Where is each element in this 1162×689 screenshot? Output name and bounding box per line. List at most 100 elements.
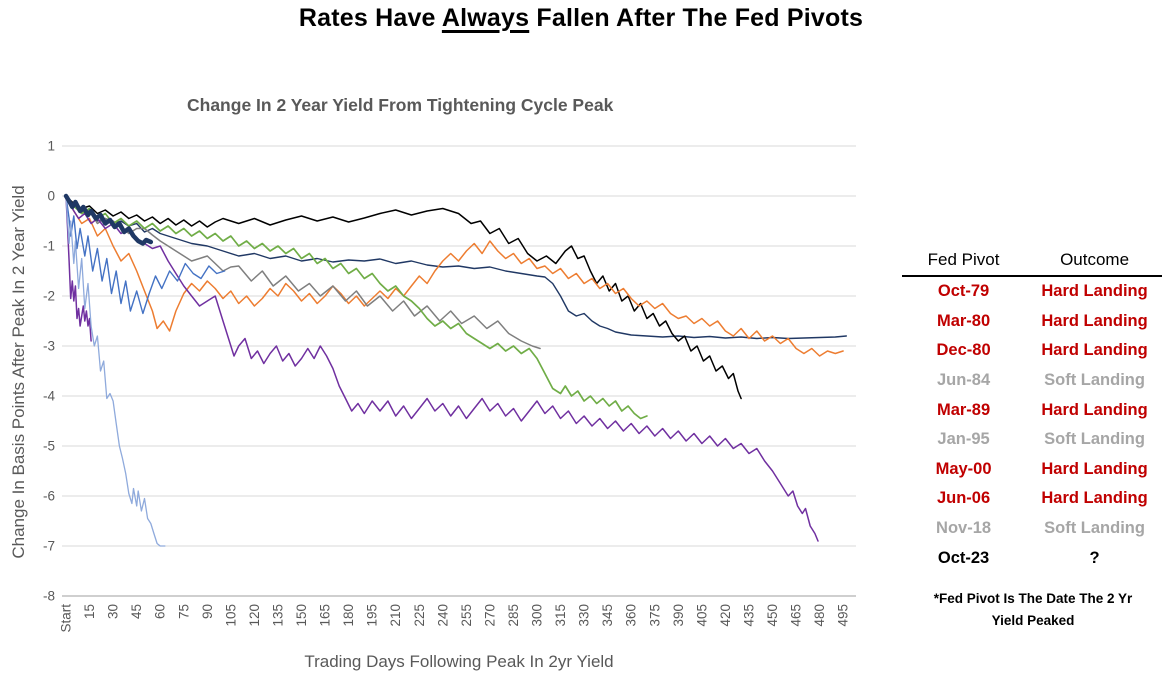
cell-outcome: Soft Landing <box>1044 519 1145 538</box>
x-tick-label: 90 <box>200 604 215 619</box>
cell-outcome: ? <box>1089 548 1100 567</box>
y-tick-label: 0 <box>47 189 55 204</box>
x-tick-label: 375 <box>647 604 662 627</box>
x-tick-label: 75 <box>176 604 191 619</box>
series-line-1980-Mar <box>65 195 92 342</box>
cell-fed-pivot: Jun-84 <box>936 371 991 390</box>
y-tick-label: -5 <box>43 439 55 454</box>
x-tick-label: 360 <box>624 604 639 627</box>
y-tick-label: -8 <box>43 589 55 604</box>
x-tick-label: 465 <box>789 604 804 627</box>
x-tick-label: 30 <box>106 604 121 619</box>
y-tick-label: -6 <box>43 489 55 504</box>
cell-fed-pivot: Jun-06 <box>936 489 991 508</box>
x-tick-label: 300 <box>530 604 545 627</box>
cell-outcome: Hard Landing <box>1041 311 1148 330</box>
footnote-line1: *Fed Pivot Is The Date The 2 Yr <box>933 591 1133 606</box>
table-row: Oct-79 Hard Landing <box>902 277 1162 307</box>
cell-outcome: Hard Landing <box>1041 341 1148 360</box>
x-tick-label: 240 <box>435 604 450 627</box>
table-row: Mar-89 Hard Landing <box>902 395 1162 425</box>
x-tick-label: 405 <box>694 604 709 627</box>
x-tick-label: 285 <box>506 604 521 627</box>
cell-fed-pivot: Oct-79 <box>937 282 990 301</box>
fed-pivot-table: Fed Pivot Outcome Oct-79 Hard Landing Mar-… <box>902 250 1162 573</box>
table-row: Jan-95 Soft Landing <box>902 425 1162 455</box>
x-tick-label: 480 <box>812 604 827 627</box>
x-tick-label: 450 <box>765 604 780 627</box>
cell-outcome: Hard Landing <box>1041 489 1148 508</box>
cell-fed-pivot: Jan-95 <box>937 430 990 449</box>
series-line-Today <box>63 193 154 246</box>
x-tick-label: 45 <box>129 604 144 619</box>
x-tick-label: 330 <box>577 604 592 627</box>
x-tick-label: 255 <box>459 604 474 627</box>
x-tick-label: 120 <box>247 604 262 627</box>
y-tick-label: -1 <box>43 239 55 254</box>
page-title-underlined-word: Always <box>441 4 530 32</box>
x-tick-label: 315 <box>553 604 568 627</box>
series-line-1989 <box>65 195 844 357</box>
x-tick-label: 390 <box>671 604 686 627</box>
table-row: Jun-84 Soft Landing <box>902 366 1162 396</box>
footnote-line2: Yield Peaked <box>991 613 1075 629</box>
cell-outcome: Hard Landing <box>1041 459 1148 478</box>
footnote: *Fed Pivot Is The Date The 2 Yr Yield Pe… <box>898 588 1162 633</box>
y-tick-label: -7 <box>43 539 55 554</box>
series-line-1979 <box>65 195 226 315</box>
x-tick-label: 420 <box>718 604 733 627</box>
table-row: Dec-80 Hard Landing <box>902 336 1162 366</box>
chart-title: Change In 2 Year Yield From Tightening C… <box>187 95 614 115</box>
series-line-2000 <box>65 195 648 420</box>
x-tick-label: 135 <box>270 604 285 627</box>
cell-fed-pivot: Oct-23 <box>937 548 990 567</box>
table-header-fed-pivot: Fed Pivot <box>927 250 1000 269</box>
x-tick-label: 195 <box>365 604 380 627</box>
series-line-1984 <box>65 195 819 542</box>
x-tick-label: 435 <box>741 604 756 627</box>
x-tick-label: 165 <box>318 604 333 627</box>
y-tick-label: -4 <box>43 389 55 404</box>
x-tick-label: 60 <box>153 604 168 619</box>
x-tick-label: Start <box>59 604 74 633</box>
cell-outcome: Hard Landing <box>1041 282 1148 301</box>
x-tick-label: 345 <box>600 604 615 627</box>
x-tick-label: 270 <box>482 604 497 627</box>
cell-fed-pivot: Dec-80 <box>936 341 991 360</box>
table-row: Jun-06 Hard Landing <box>902 484 1162 514</box>
cell-outcome: Hard Landing <box>1041 400 1148 419</box>
cell-outcome: Soft Landing <box>1044 371 1145 390</box>
series-line-1995 <box>65 195 541 350</box>
cell-fed-pivot: Mar-89 <box>936 400 991 419</box>
table-row: Mar-80 Hard Landing <box>902 307 1162 337</box>
table-header-outcome: Outcome <box>1060 250 1130 269</box>
cell-outcome: Soft Landing <box>1044 430 1145 449</box>
page-title: Rates Have Always Fallen After The Fed P… <box>0 4 1162 33</box>
cell-fed-pivot: May-00 <box>935 459 992 478</box>
y-tick-label: -2 <box>43 289 55 304</box>
x-tick-label: 180 <box>341 604 356 627</box>
x-tick-label: 15 <box>82 604 97 619</box>
table-body: Oct-79 Hard Landing Mar-80 Hard Landing Dec-… <box>902 277 1162 573</box>
x-tick-label: 105 <box>223 604 238 627</box>
cell-fed-pivot: Nov-18 <box>936 519 992 538</box>
x-tick-label: 225 <box>412 604 427 627</box>
x-tick-label: 210 <box>388 604 403 627</box>
page-title-suffix: Fallen After The Fed Pivots <box>529 4 864 32</box>
x-tick-label: 495 <box>836 604 851 627</box>
series-line-1980-Dec <box>65 195 166 547</box>
table-row: Oct-23? <box>902 543 1162 573</box>
y-tick-label: -3 <box>43 339 55 354</box>
series-line-2007 <box>65 195 742 400</box>
cell-fed-pivot: Mar-80 <box>936 311 991 330</box>
table-row: Nov-18 Soft Landing <box>902 514 1162 544</box>
y-tick-label: 1 <box>47 139 55 154</box>
x-axis-title: Trading Days Following Peak In 2yr Yield <box>304 652 614 671</box>
page-title-prefix: Rates Have <box>298 4 442 32</box>
table-header-row: Fed Pivot Outcome <box>902 250 1162 277</box>
x-tick-label: 150 <box>294 604 309 627</box>
table-row: May-00 Hard Landing <box>902 455 1162 485</box>
series-line-2018 <box>65 195 847 340</box>
